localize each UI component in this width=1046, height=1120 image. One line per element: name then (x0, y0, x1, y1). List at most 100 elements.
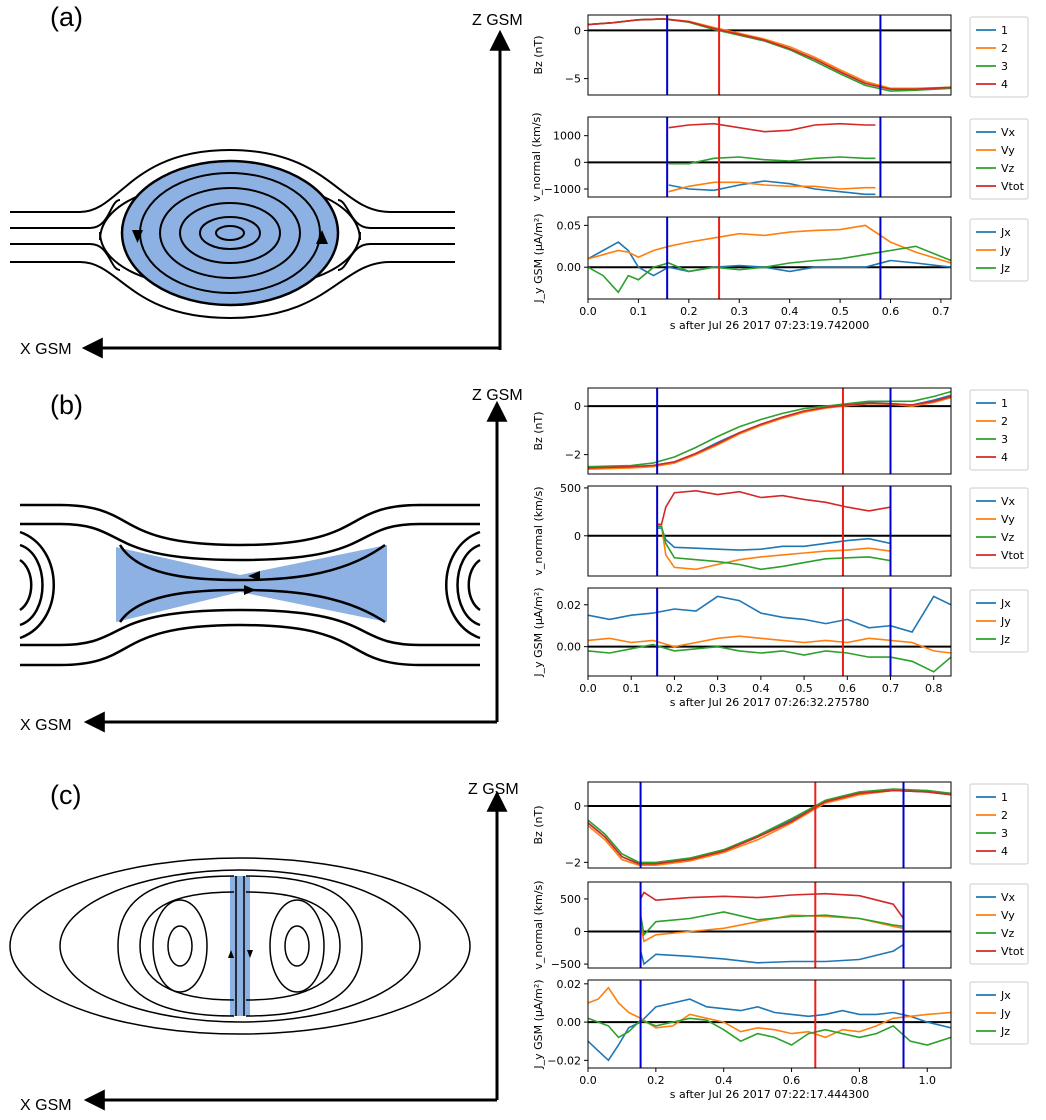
y-tick-label: 0.02 (557, 978, 582, 991)
legend-label: Vtot (1001, 945, 1025, 958)
legend-label: 2 (1001, 809, 1008, 822)
y-axis-label: v_normal (km/s) (530, 112, 543, 201)
arrow-down-icon-a (132, 230, 143, 243)
sketch-a-field-lines (10, 148, 455, 320)
legend-label: 3 (1001, 60, 1008, 73)
y-tick-label: −2 (565, 856, 581, 869)
y-tick-label: 0 (574, 530, 581, 543)
y-tick-label: 500 (560, 482, 581, 495)
series-line-jy (588, 635, 951, 654)
y-tick-label: 0.00 (557, 1016, 582, 1029)
y-tick-label: 0.02 (557, 599, 582, 612)
series-line-vz (639, 911, 904, 937)
panel-label-c: (c) (50, 780, 82, 810)
y-tick-label: 0 (574, 926, 581, 939)
series-line-jz (588, 1017, 951, 1046)
x-tick-label: 0.6 (783, 1074, 801, 1087)
y-tick-label: 500 (560, 893, 581, 906)
legend-box (969, 783, 1029, 865)
legend-label: Vtot (1001, 180, 1025, 193)
x-tick-label: 0.0 (579, 682, 597, 695)
legend-label: 3 (1001, 433, 1008, 446)
subplot-c-0: 0 −2 Bz (nT) 1 2 3 4 (532, 781, 1029, 869)
arrow-down-icon-c (247, 950, 253, 958)
sketch-b-field-lines (19, 503, 481, 667)
legend-label: Vz (1001, 531, 1015, 544)
y-axis-label: Bz (nT) (532, 35, 545, 74)
chart-block-c: 0 −2 Bz (nT) 1 2 3 4 500 0 −500 v_normal (km/s) Vx V… (532, 781, 1029, 1101)
y-tick-label: 1000 (553, 130, 581, 143)
chart-block-b: 0 −2 Bz (nT) 1 2 3 4 500 0 v_normal (km/s) Vx Vy Vz V… (532, 387, 1029, 709)
series-line-vtot (668, 122, 876, 133)
series-line-jy (588, 986, 951, 1039)
legend-box (969, 389, 1029, 471)
x-gsm-label-c: X GSM (20, 1097, 72, 1114)
series-line-vtot (639, 891, 905, 919)
series-line-vx (639, 943, 904, 966)
arrow-right-icon-b (244, 585, 256, 595)
x-tick-label: 0.3 (731, 305, 749, 318)
legend-label: Vz (1001, 927, 1015, 940)
legend-label: Jy (1000, 1007, 1011, 1020)
series-line-jz (588, 245, 951, 294)
y-axis-label: J_y GSM (μA/m²) (532, 979, 545, 1069)
y-tick-label: 0.00 (557, 641, 582, 654)
series-line-4 (588, 395, 951, 469)
y-tick-label: −500 (551, 958, 581, 971)
series-line-jz (588, 643, 951, 673)
legend-label: Vtot (1001, 549, 1025, 562)
series-line-3 (588, 788, 951, 864)
z-gsm-label-a: Z GSM (472, 12, 523, 29)
series-line-1 (588, 789, 951, 865)
legend-box (969, 118, 1029, 200)
x-tick-label: 0.7 (882, 682, 900, 695)
legend-label: 2 (1001, 415, 1008, 428)
subplot-c-1: 500 0 −500 v_normal (km/s) Vx Vy Vz Vtot (532, 880, 1029, 971)
x-gsm-label-a: X GSM (20, 341, 72, 358)
x-tick-label: 0.4 (715, 1074, 733, 1087)
legend-label: Jx (1000, 597, 1011, 610)
legend-label: Vy (1001, 513, 1015, 526)
y-axis-label: J_y GSM (μA/m²) (532, 587, 545, 677)
legend-label: Jy (1000, 244, 1011, 257)
y-tick-label: 0 (574, 24, 581, 37)
legend-label: Vx (1001, 891, 1016, 904)
x-tick-label: 0.5 (831, 305, 849, 318)
y-tick-label: −0.02 (547, 1054, 581, 1067)
legend-label: Vy (1001, 909, 1015, 922)
sketch-drawings (9, 29, 511, 1111)
axes-frame (587, 979, 952, 1069)
y-tick-label: −2 (565, 449, 581, 462)
sketch-a-axes (81, 29, 511, 359)
y-tick-label: 0.05 (557, 219, 582, 232)
x-tick-label: 0.0 (579, 1074, 597, 1087)
y-tick-label: 0 (574, 400, 581, 413)
x-tick-label: 0.2 (680, 305, 698, 318)
y-tick-label: 0 (574, 156, 581, 169)
y-axis-label: Bz (nT) (532, 805, 545, 844)
axes-frame (587, 116, 952, 198)
subplot-b-0: 0 −2 Bz (nT) 1 2 3 4 (532, 387, 1029, 475)
x-tick-label: 0.3 (709, 682, 727, 695)
series-line-4 (588, 18, 951, 90)
y-tick-label: 0 (574, 800, 581, 813)
legend-label: Jx (1000, 226, 1011, 239)
legend-label: Jz (1000, 633, 1010, 646)
series-line-jx (588, 241, 951, 277)
legend-box (969, 589, 1029, 653)
legend-label: 4 (1001, 845, 1008, 858)
y-axis-label: Bz (nT) (532, 411, 545, 450)
axes-frame (587, 485, 952, 577)
subplot-b-2: 0.02 0.00 J_y GSM (μA/m²) 0.0 0.1 0.2 0.3 0.4 0.… (532, 587, 1029, 709)
legend-box (969, 16, 1029, 98)
x-tick-label: 0.2 (647, 1074, 665, 1087)
x-tick-label: 0.1 (630, 305, 648, 318)
panel-label-a: (a) (50, 2, 83, 32)
arrow-up-icon-a (316, 230, 328, 244)
x-gsm-label-b: X GSM (20, 717, 72, 734)
axes-frame (587, 587, 952, 677)
series-line-3 (588, 390, 951, 468)
x-tick-label: 0.6 (882, 305, 900, 318)
x-tick-label: 0.1 (622, 682, 640, 695)
